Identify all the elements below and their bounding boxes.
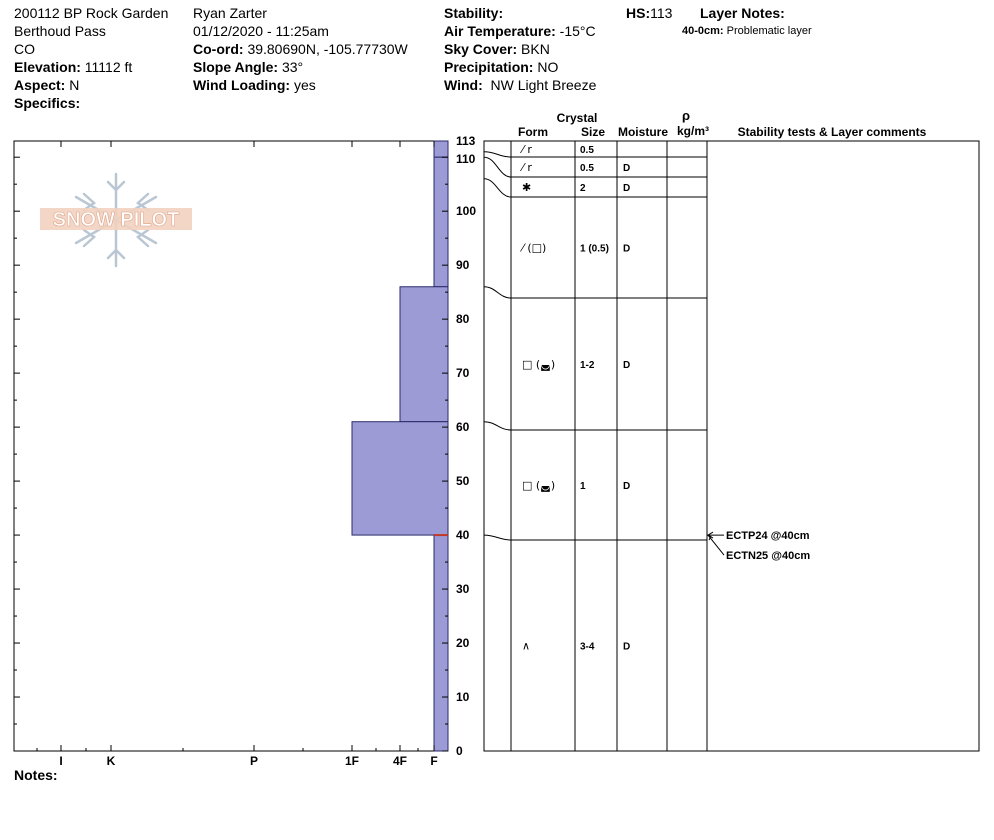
y-tick-label: 110 [456,152,476,166]
layer-size: 1 (0.5) [580,244,609,255]
layer-size: 2 [580,183,586,194]
depth-connector [483,534,512,541]
layer-moisture: D [623,481,630,492]
layer-table-frame [483,140,980,752]
svg-text:SNOW PILOT: SNOW PILOT [53,209,180,231]
state: CO [14,41,35,57]
x-tick-label: P [250,754,258,768]
precipitation: Precipitation: NO [444,59,559,75]
layer-moisture: D [623,244,630,255]
layer-size: 0.5 [580,145,594,156]
elevation: Elevation: 11112 ft [14,59,133,75]
y-tick-label: 100 [456,204,476,218]
x-tick-label: K [107,754,116,768]
x-tick-label: I [59,754,62,768]
layer-form: □ (◛) [522,358,555,371]
layer-moisture: D [623,183,630,194]
test-arrow [707,534,725,556]
y-tick-label: 10 [456,690,470,704]
depth-connector [483,151,512,158]
snowpilot-logo: SNOW PILOT [38,170,198,270]
layer-note: 40-0cm: Problematic layer [682,25,812,37]
layer-notes-title: Layer Notes: [700,5,785,21]
y-tick-label: 50 [456,474,470,488]
layer-form: ✱ [522,181,531,194]
header-size: Size [581,125,605,139]
depth-connector [483,421,512,431]
x-tick-label: 4F [393,754,407,768]
layer-form: ⁄ (□) [519,242,546,255]
hs: HS:113 [626,5,673,21]
header-density-unit: kg/m³ [677,124,709,138]
header-rho: ρ [682,108,690,123]
wind: Wind: NW Light Breeze [444,77,597,93]
header-crystal: Crystal [557,111,598,125]
y-tick-label: 70 [456,366,470,380]
header-form: Form [518,125,548,139]
y-tick-label: 60 [456,420,470,434]
hardness-bar [433,140,449,158]
y-tick-label: 30 [456,582,470,596]
location: Berthoud Pass [14,23,106,39]
x-tick-label: F [430,754,437,768]
wind-loading: Wind Loading: yes [193,77,316,93]
hardness-bar [433,156,449,288]
test-arrowhead [708,535,712,541]
stability-test-label: ECTN25 @40cm [726,550,810,562]
layer-size: 1-2 [580,360,595,371]
header-stability: Stability tests & Layer comments [738,125,927,139]
depth-connector [483,286,512,299]
layer-form: ⁄ r [519,161,532,174]
hardness-bar [399,286,449,423]
aspect: Aspect: N [14,77,80,93]
x-tick-label: 1F [345,754,359,768]
layer-size: 1 [580,481,586,492]
layer-moisture: D [623,360,630,371]
slope-angle: Slope Angle: 33° [193,59,304,75]
datetime: 01/12/2020 - 11:25am [193,23,329,39]
stability: Stability: [444,5,504,21]
coordinates: Co-ord: 39.80690N, -105.77730W [193,41,408,57]
layer-size: 3-4 [580,642,595,653]
site-name: 200112 BP Rock Garden [14,5,169,21]
y-tick-label: 20 [456,636,470,650]
layer-form: ∧ [522,640,530,653]
depth-connector [483,156,512,178]
y-tick-label: 113 [456,134,476,148]
layer-size: 0.5 [580,163,594,174]
layer-moisture: D [623,642,630,653]
observer: Ryan Zarter [193,5,267,21]
notes-label: Notes: [14,767,58,783]
header-moisture: Moisture [618,125,668,139]
sky-cover: Sky Cover: BKN [444,41,550,57]
layer-form: □ (◛) [522,479,555,492]
air-temperature: Air Temperature: -15°C [444,23,596,39]
y-tick-label: 0 [456,744,463,758]
y-tick-label: 90 [456,258,470,272]
depth-connector [483,178,512,198]
hardness-bar [351,421,449,536]
layer-form: ⁄ r [519,143,532,156]
specifics: Specifics: [14,95,81,111]
y-tick-label: 40 [456,528,470,542]
y-tick-label: 80 [456,312,470,326]
stability-test-label: ECTP24 @40cm [726,530,810,542]
layer-moisture: D [623,163,630,174]
